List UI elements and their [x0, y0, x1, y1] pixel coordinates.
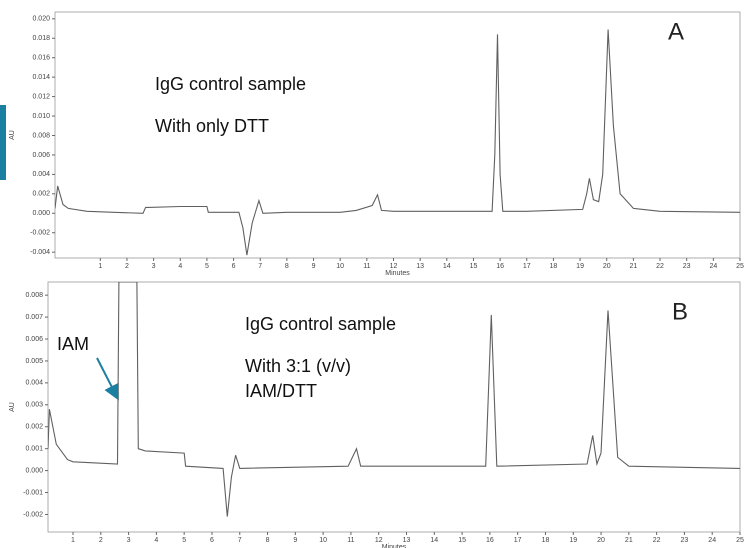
x-tick-label: 11 — [363, 263, 370, 270]
y-axis-label: AU — [9, 402, 16, 412]
y-tick-label: 0.016 — [32, 55, 50, 62]
y-tick-label: 0.002 — [25, 424, 43, 431]
x-tick-label: 16 — [496, 263, 504, 270]
x-tick-label: 23 — [683, 263, 691, 270]
y-tick-label: 0.008 — [25, 292, 43, 299]
x-tick-label: 21 — [625, 537, 633, 544]
y-tick-label: 0.003 — [25, 402, 43, 409]
y-tick-label: -0.002 — [30, 230, 50, 237]
trace — [55, 29, 740, 256]
x-tick-label: 17 — [514, 537, 522, 544]
x-tick-label: 9 — [293, 537, 297, 544]
x-tick-label: 22 — [653, 537, 661, 544]
x-tick-label: 8 — [285, 263, 289, 270]
x-tick-label: 5 — [205, 263, 209, 270]
x-tick-label: 4 — [154, 537, 158, 544]
y-tick-label: -0.001 — [23, 489, 43, 496]
y-tick-label: 0.006 — [32, 152, 50, 159]
x-tick-label: 6 — [232, 263, 236, 270]
y-tick-label: 0.002 — [32, 191, 50, 198]
x-tick-label: 3 — [127, 537, 131, 544]
annotation: IAM — [57, 334, 89, 354]
x-tick-label: 17 — [523, 263, 531, 270]
x-tick-label: 25 — [736, 263, 744, 270]
x-tick-label: 13 — [416, 263, 424, 270]
x-tick-label: 11 — [347, 537, 354, 544]
y-tick-label: 0.008 — [32, 132, 50, 139]
side-accent — [0, 105, 6, 180]
x-axis-label: Minutes — [385, 270, 410, 277]
x-tick-label: 8 — [266, 537, 270, 544]
trace — [48, 282, 740, 517]
x-tick-label: 3 — [152, 263, 156, 270]
x-tick-label: 10 — [336, 263, 344, 270]
x-tick-label: 21 — [629, 263, 637, 270]
x-tick-label: 23 — [681, 537, 689, 544]
x-tick-label: 15 — [458, 537, 466, 544]
x-tick-label: 14 — [430, 537, 438, 544]
y-tick-label: 0.004 — [32, 171, 50, 178]
x-tick-label: 24 — [709, 263, 717, 270]
plot-frame — [47, 281, 741, 533]
x-tick-label: 2 — [99, 537, 103, 544]
x-tick-label: 12 — [375, 537, 383, 544]
y-tick-label: 0.000 — [32, 210, 50, 217]
x-tick-label: 22 — [656, 263, 664, 270]
y-tick-label: 0.006 — [25, 336, 43, 343]
y-tick-label: 0.020 — [32, 16, 50, 23]
y-tick-label: -0.004 — [30, 249, 50, 256]
annotation: With 3:1 (v/v) — [245, 356, 351, 376]
x-tick-label: 7 — [258, 263, 262, 270]
x-tick-label: 9 — [312, 263, 316, 270]
y-tick-label: 0.004 — [25, 380, 43, 387]
x-tick-label: 2 — [125, 263, 129, 270]
x-tick-label: 6 — [210, 537, 214, 544]
panel-letter: A — [668, 18, 684, 45]
y-tick-label: -0.002 — [23, 511, 43, 518]
iam-arrow — [96, 357, 119, 401]
x-tick-label: 1 — [71, 537, 75, 544]
y-tick-label: 0.005 — [25, 358, 43, 365]
x-tick-label: 14 — [443, 263, 451, 270]
x-tick-label: 20 — [597, 537, 605, 544]
y-tick-label: 0.007 — [25, 314, 43, 321]
plot — [48, 282, 740, 517]
x-tick-label: 4 — [178, 263, 182, 270]
y-tick-label: 0.001 — [25, 446, 43, 453]
x-tick-label: 13 — [403, 537, 411, 544]
x-tick-label: 20 — [603, 263, 611, 270]
x-tick-label: 19 — [569, 537, 577, 544]
annotation: IAM/DTT — [245, 381, 317, 401]
x-tick-label: 16 — [486, 537, 494, 544]
x-tick-label: 1 — [98, 263, 102, 270]
annotation: IgG control sample — [155, 74, 306, 94]
plot — [55, 29, 740, 256]
x-axis-label: Minutes — [382, 544, 407, 548]
panel-letter: B — [672, 298, 688, 325]
x-tick-label: 5 — [182, 537, 186, 544]
x-tick-label: 15 — [470, 263, 478, 270]
x-tick-label: 18 — [550, 263, 558, 270]
x-tick-label: 19 — [576, 263, 584, 270]
y-tick-label: 0.010 — [32, 113, 50, 120]
y-tick-label: 0.018 — [32, 35, 50, 42]
x-tick-label: 12 — [390, 263, 398, 270]
x-tick-label: 10 — [319, 537, 327, 544]
x-tick-label: 24 — [708, 537, 716, 544]
x-tick-label: 7 — [238, 537, 242, 544]
y-tick-label: 0.000 — [25, 467, 43, 474]
y-tick-label: 0.012 — [32, 93, 50, 100]
annotation: With only DTT — [155, 116, 269, 136]
y-axis-label: AU — [9, 130, 16, 140]
annotation: IgG control sample — [245, 314, 396, 334]
y-tick-label: 0.014 — [32, 74, 50, 81]
x-tick-label: 18 — [542, 537, 550, 544]
x-tick-label: 25 — [736, 537, 744, 544]
